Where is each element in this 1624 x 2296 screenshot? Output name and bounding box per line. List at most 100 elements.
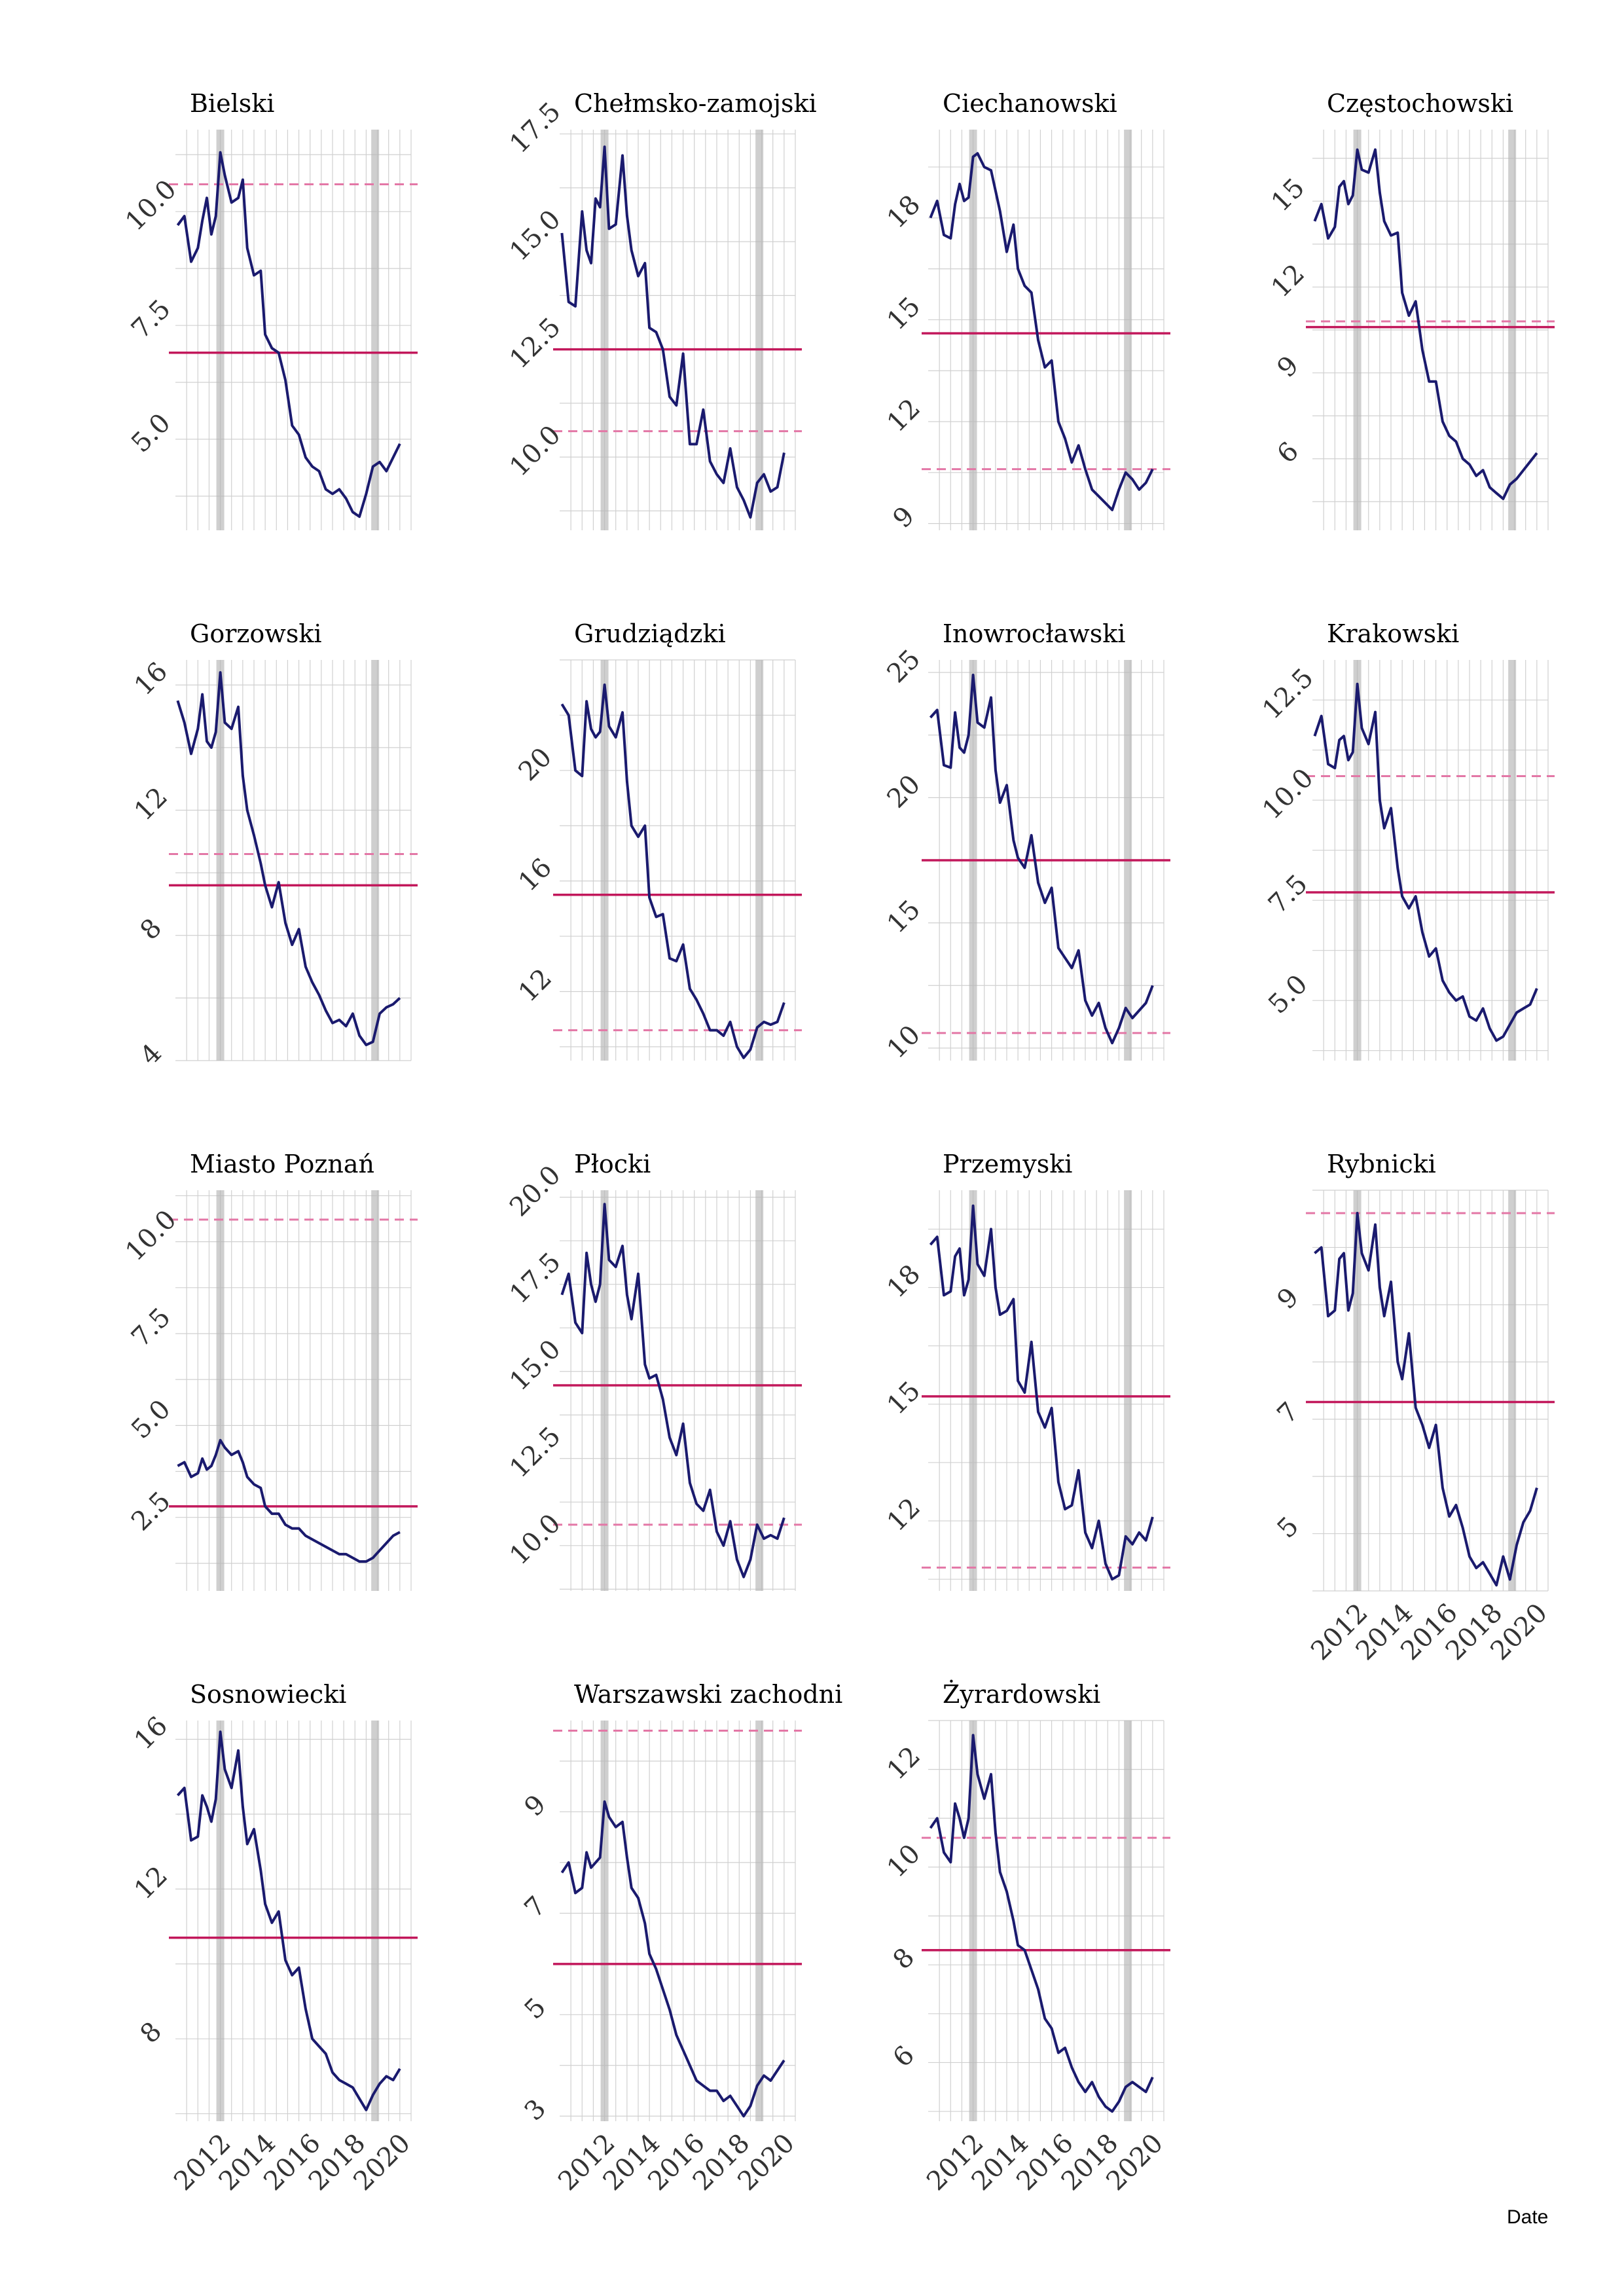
panel-title: Warszawski zachodni xyxy=(574,1680,842,1709)
y-tick-label: 8 xyxy=(888,1942,921,1976)
shaded-period xyxy=(371,1721,380,2121)
y-tick-label: 9 xyxy=(1272,350,1305,384)
shaded-period xyxy=(600,1190,609,1591)
panel-title: Rybnicki xyxy=(1327,1150,1436,1178)
y-tick-label: 5.0 xyxy=(126,1394,177,1445)
panel-title: Gorzowski xyxy=(190,619,322,648)
series-line xyxy=(560,1800,785,2118)
shaded-period xyxy=(1353,130,1362,530)
series-line xyxy=(560,145,785,519)
y-tick-label: 10 xyxy=(882,1838,927,1884)
panel-title: Częstochowski xyxy=(1327,89,1513,118)
y-tick-label: 10.0 xyxy=(120,1205,183,1267)
shaded-period xyxy=(216,660,225,1061)
series-line xyxy=(929,152,1154,511)
y-tick-label: 12 xyxy=(513,963,558,1008)
y-tick-label: 5.0 xyxy=(1263,969,1314,1020)
panel-2: Chełmsko-zamojski 10.0 12.5 15.0 17.5 xyxy=(504,89,817,530)
series-line xyxy=(176,1730,401,2111)
y-tick-label: 25 xyxy=(882,644,927,689)
series-line xyxy=(1313,682,1538,1042)
y-tick-label: 16 xyxy=(513,852,558,898)
shaded-period xyxy=(600,660,609,1061)
y-tick-label: 16 xyxy=(129,657,174,702)
y-tick-label: 6 xyxy=(1272,436,1305,469)
y-tick-label: 7 xyxy=(1272,1396,1305,1430)
y-tick-label: 12 xyxy=(1266,259,1311,304)
series-line xyxy=(929,1734,1154,2113)
panel-14: Warszawski zachodni357920122014201620182… xyxy=(519,1680,843,2196)
y-tick-label: 12 xyxy=(129,1861,174,1906)
y-tick-label: 12.5 xyxy=(504,1421,567,1484)
panel-title: Żyrardowski xyxy=(943,1680,1100,1709)
y-tick-label: 10.0 xyxy=(1257,763,1320,826)
y-tick-label: 7 xyxy=(519,1891,552,1924)
panel-10: Płocki 10.0 12.5 15.0 17.5 20.0 xyxy=(504,1150,802,1591)
panel-5: Gorzowski 4 8 12 16 xyxy=(129,619,418,1071)
y-tick-label: 18 xyxy=(882,1259,927,1304)
panel-title: Bielski xyxy=(190,89,274,118)
y-tick-label: 15 xyxy=(882,291,927,337)
shaded-period xyxy=(1124,130,1132,530)
y-tick-label: 5 xyxy=(519,1992,552,2026)
y-tick-label: 4 xyxy=(135,1038,168,1072)
shaded-period xyxy=(600,1721,609,2121)
shaded-period xyxy=(371,1190,380,1591)
panel-7: Inowrocławski 10 15 20 25 xyxy=(882,619,1170,1065)
series-line xyxy=(176,671,401,1047)
shaded-period xyxy=(969,1721,977,2121)
y-tick-label: 15 xyxy=(1266,173,1311,218)
y-tick-label: 10.0 xyxy=(504,1508,567,1571)
y-tick-label: 8 xyxy=(135,913,168,946)
shaded-period xyxy=(1124,1190,1132,1591)
panel-title: Grudziądzki xyxy=(574,619,726,648)
panel-title: Inowrocławski xyxy=(943,619,1125,648)
panel-title: Przemyski xyxy=(943,1150,1072,1178)
y-tick-label: 20 xyxy=(882,769,927,814)
y-tick-label: 12 xyxy=(882,1741,927,1786)
shaded-period xyxy=(216,1190,225,1591)
y-tick-label: 6 xyxy=(888,2040,921,2073)
y-tick-label: 9 xyxy=(519,1789,552,1823)
panel-title: Chełmsko-zamojski xyxy=(574,89,817,118)
shaded-period xyxy=(1353,660,1362,1061)
shaded-period xyxy=(600,130,609,530)
panel-title: Krakowski xyxy=(1327,619,1459,648)
shaded-period xyxy=(755,1721,764,2121)
y-tick-label: 12.5 xyxy=(504,312,567,375)
shaded-period xyxy=(216,1721,225,2121)
shaded-period xyxy=(969,1190,977,1591)
shaded-period xyxy=(1508,1190,1517,1591)
y-tick-label: 5.0 xyxy=(126,408,177,459)
y-tick-label: 9 xyxy=(888,501,921,534)
y-tick-label: 2.5 xyxy=(126,1486,177,1537)
panel-title: Płocki xyxy=(574,1150,651,1178)
shaded-period xyxy=(755,660,764,1061)
panel-8: Krakowski 5.0 7.5 10.0 12.5 xyxy=(1257,619,1555,1061)
y-tick-label: 20 xyxy=(513,742,558,787)
series-line xyxy=(176,151,401,519)
y-tick-label: 10.0 xyxy=(504,420,567,483)
y-tick-label: 17.5 xyxy=(504,1247,567,1310)
shaded-period xyxy=(755,130,764,530)
panel-title: Ciechanowski xyxy=(943,89,1117,118)
y-tick-label: 10 xyxy=(882,1019,927,1065)
y-tick-label: 7.5 xyxy=(1263,869,1314,920)
shaded-period xyxy=(1353,1190,1362,1591)
y-tick-label: 12 xyxy=(129,782,174,827)
panel-6: Grudziądzki 12 16 20 xyxy=(513,619,802,1061)
y-tick-label: 16 xyxy=(129,1711,174,1756)
panel-3: Ciechanowski 9 12 15 18 xyxy=(882,89,1170,534)
series-line xyxy=(929,674,1154,1045)
y-tick-label: 7.5 xyxy=(126,1302,177,1353)
y-tick-label: 8 xyxy=(135,2016,168,2050)
series-line xyxy=(1314,1212,1538,1587)
shaded-period xyxy=(371,130,380,530)
y-tick-label: 3 xyxy=(519,2094,552,2127)
y-tick-label: 15.0 xyxy=(504,1334,567,1397)
shaded-period xyxy=(1508,130,1517,530)
panel-title: Sosnowiecki xyxy=(190,1680,346,1709)
